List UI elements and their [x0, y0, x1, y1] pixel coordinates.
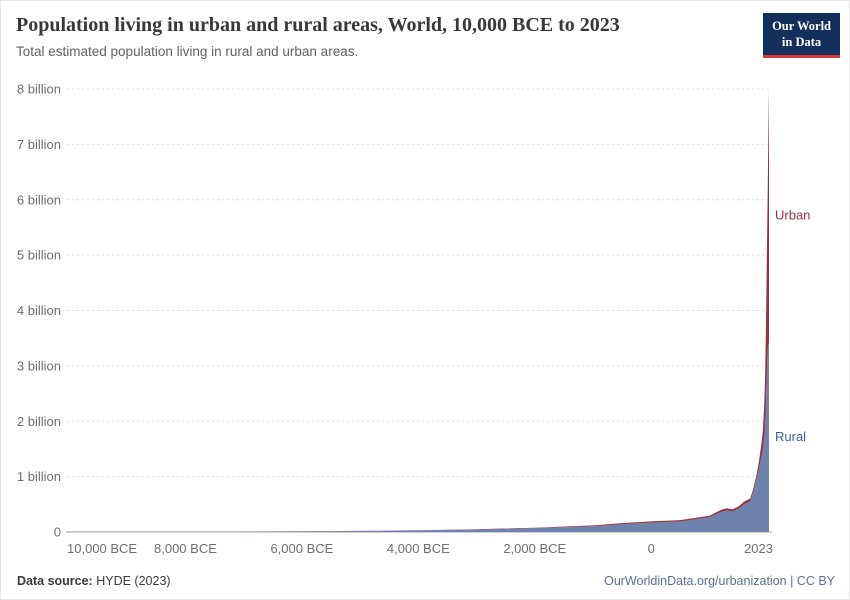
area-rural[interactable] [69, 342, 769, 532]
chart-title: Population living in urban and rural are… [16, 14, 620, 36]
chart-footer: Data source: HYDE (2023) OurWorldinData.… [17, 574, 835, 588]
x-tick-label: 6,000 BCE [270, 541, 333, 556]
y-tick-label: 3 billion [17, 358, 61, 373]
y-tick-label: 1 billion [17, 469, 61, 484]
logo-line2: in Data [781, 35, 822, 50]
x-tick-label: 10,000 BCE [67, 541, 137, 556]
y-tick-label: 0 [54, 525, 61, 540]
y-tick-label: 4 billion [17, 303, 61, 318]
data-source: Data source: HYDE (2023) [17, 574, 171, 588]
data-source-value: HYDE (2023) [96, 574, 171, 588]
chart-subtitle: Total estimated population living in rur… [16, 44, 359, 59]
data-source-label: Data source: [17, 574, 93, 588]
y-tick-label: 8 billion [17, 82, 61, 97]
chart-header: Population living in urban and rural are… [1, 1, 849, 59]
y-tick-label: 2 billion [17, 414, 61, 429]
y-tick-label: 7 billion [17, 137, 61, 152]
owid-logo[interactable]: Our World in Data [763, 13, 840, 58]
x-tick-label: 0 [648, 541, 655, 556]
x-tick-label: 8,000 BCE [154, 541, 217, 556]
logo-line1: Our World [772, 19, 831, 33]
series-label-rural: Rural [775, 429, 806, 444]
y-tick-label: 5 billion [17, 248, 61, 263]
x-tick-label: 2,000 BCE [503, 541, 566, 556]
population-area-chart: 0 1 billion 2 billion 3 billion 4 billion 5 b… [17, 82, 811, 557]
x-tick-label: 4,000 BCE [387, 541, 450, 556]
x-tick-label: 2023 [744, 541, 773, 556]
series-label-urban: Urban [775, 207, 810, 222]
credit-link[interactable]: OurWorldinData.org/urbanization | CC BY [604, 574, 835, 588]
y-tick-label: 6 billion [17, 192, 61, 207]
